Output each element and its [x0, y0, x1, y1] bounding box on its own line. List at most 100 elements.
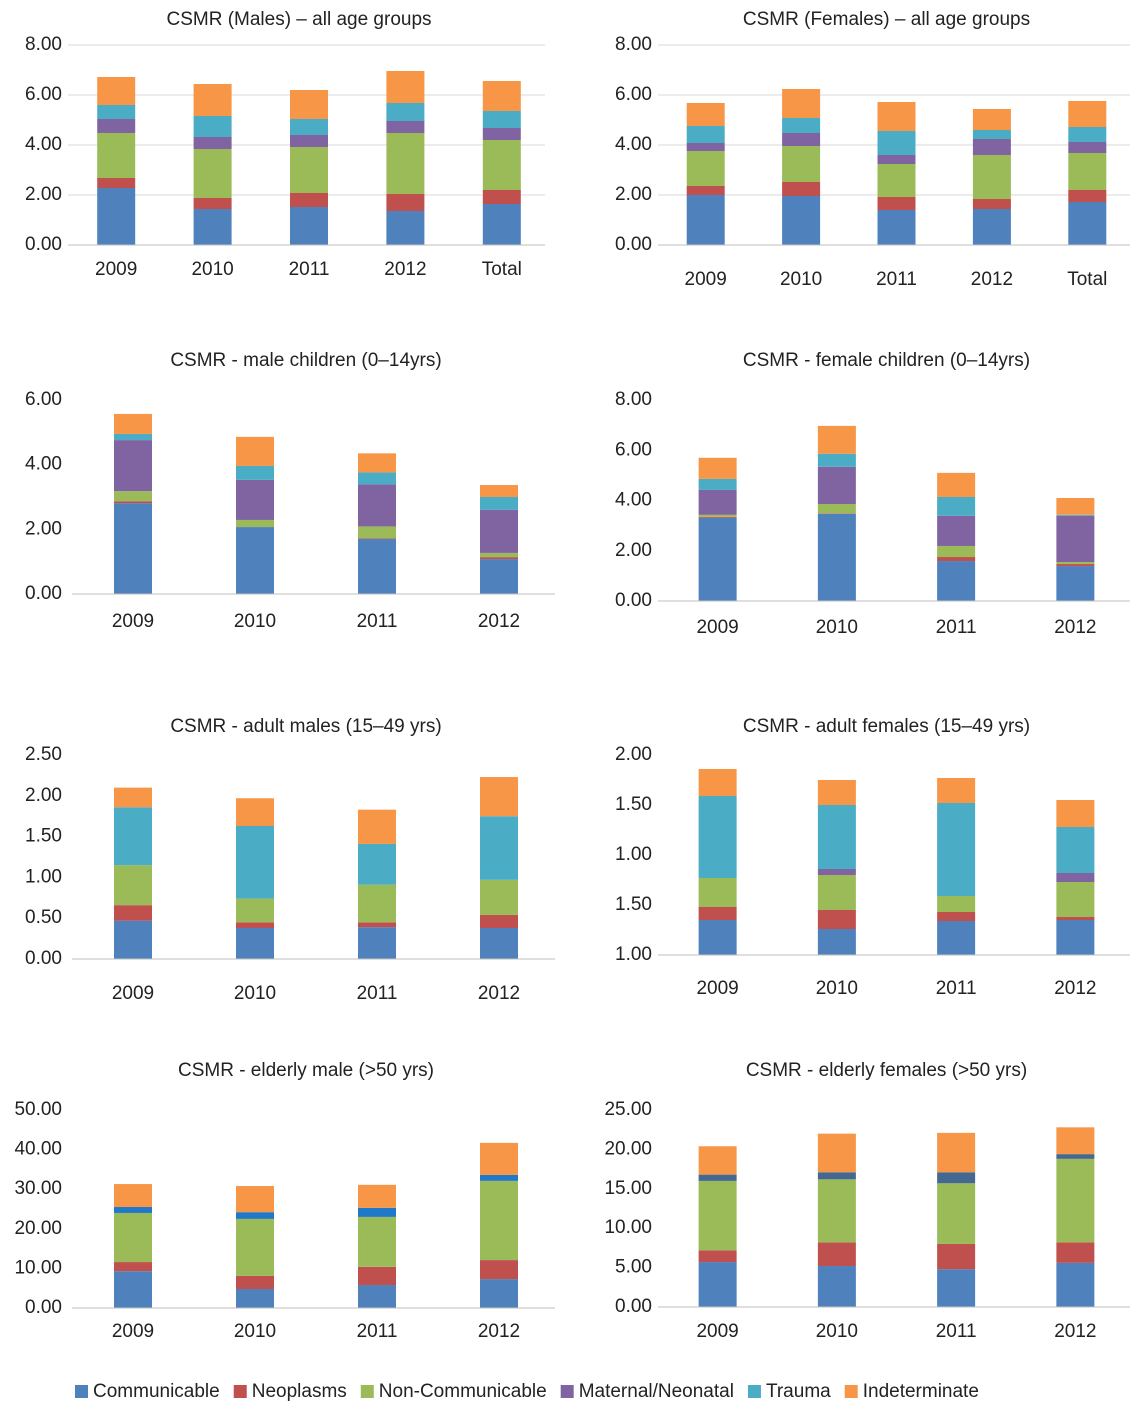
bar-segment — [114, 865, 152, 906]
bar-segment — [482, 111, 521, 128]
bar-segment — [817, 929, 856, 955]
bar-segment — [482, 81, 521, 111]
bar-segment — [236, 927, 274, 959]
bar-segment — [782, 182, 821, 196]
bar-segment — [972, 109, 1011, 130]
legend-label: Indeterminate — [863, 1381, 979, 1402]
bar-segment — [1056, 515, 1095, 563]
bar-segment — [358, 1266, 396, 1286]
bar-segment — [358, 884, 396, 923]
bar-segment — [480, 559, 518, 594]
bar-segment — [817, 780, 856, 805]
bar-segment — [358, 484, 396, 527]
y-tick-label: 2.00 — [25, 184, 62, 205]
bar-segment — [937, 912, 976, 921]
bar-segment — [114, 491, 152, 502]
bar-segment — [480, 509, 518, 553]
x-tick-label: 2012 — [478, 1321, 520, 1342]
y-tick-label: 2.00 — [25, 518, 62, 539]
x-tick-label: 2011 — [876, 269, 917, 290]
bar-segment — [817, 513, 856, 514]
bar-segment — [236, 1275, 274, 1289]
bar-segment — [1056, 1158, 1095, 1243]
bar-segment — [972, 130, 1011, 139]
y-tick-label: 30.00 — [14, 1178, 62, 1199]
bar-segment — [698, 878, 737, 907]
bar-segment — [1068, 202, 1107, 245]
bar-segment — [236, 1218, 274, 1276]
bar-segment — [817, 869, 856, 875]
y-tick-label: 1.50 — [615, 794, 652, 815]
bar-segment — [782, 196, 821, 245]
bar-segment — [480, 777, 518, 817]
bar-segment — [817, 1179, 856, 1243]
x-tick-label: 2011 — [357, 611, 398, 632]
bar-segment — [698, 769, 737, 796]
x-tick-label: 2011 — [936, 1321, 977, 1342]
bar-segment — [1056, 1154, 1095, 1159]
bar-segment — [937, 561, 976, 601]
x-tick-label: Total — [1067, 269, 1107, 290]
bar-segment — [817, 425, 856, 454]
x-tick-label: 2010 — [816, 978, 858, 999]
x-tick-label: 2009 — [95, 259, 137, 280]
bar-segment — [1056, 1262, 1095, 1307]
bar-segment — [817, 805, 856, 869]
bar-segment — [698, 517, 737, 601]
x-tick-label: 2009 — [112, 983, 154, 1004]
bar-segment — [937, 896, 976, 912]
x-tick-label: 2012 — [478, 611, 520, 632]
y-tick-label: 2.00 — [615, 744, 652, 765]
bar-segment — [1056, 562, 1095, 565]
y-tick-label: 40.00 — [14, 1139, 62, 1160]
y-tick-label: 4.00 — [25, 454, 62, 475]
bar-segment — [817, 1266, 856, 1307]
bar-segment — [114, 1207, 152, 1213]
chart-title: CSMR (Females) – all age groups — [743, 9, 1030, 30]
x-tick-label: 2010 — [816, 617, 858, 638]
bar-segment — [1056, 497, 1095, 515]
x-tick-label: 2012 — [971, 269, 1013, 290]
bar-segment — [114, 1212, 152, 1263]
bar-segment — [877, 155, 916, 164]
bar-segment — [358, 472, 396, 485]
bar-segment — [114, 440, 152, 492]
y-tick-label: 6.00 — [615, 439, 652, 460]
y-tick-label: 2.00 — [25, 785, 62, 806]
bar-segment — [1056, 920, 1095, 955]
y-tick-label: 0.00 — [25, 948, 62, 969]
bar-segment — [817, 910, 856, 929]
x-tick-label: 2009 — [696, 617, 738, 638]
bar-segment — [480, 914, 518, 928]
legend-swatch — [844, 1385, 858, 1398]
bar-segment — [1056, 564, 1095, 567]
x-tick-label: 2011 — [357, 1321, 398, 1342]
bar-segment — [1068, 190, 1107, 202]
y-tick-label: 1.50 — [615, 894, 652, 915]
y-tick-label: 6.00 — [25, 84, 62, 105]
bar-segment — [480, 552, 518, 558]
x-tick-label: 2009 — [112, 1321, 154, 1342]
bar-segment — [698, 457, 737, 479]
bar-segment — [290, 90, 328, 119]
bar-segment — [817, 513, 856, 601]
chart-title: CSMR - elderly females (>50 yrs) — [746, 1060, 1027, 1081]
bar-segment — [482, 204, 521, 245]
legend-label: Non-Communicable — [379, 1381, 547, 1402]
bar-segment — [937, 496, 976, 516]
bar-segment — [686, 126, 725, 143]
bar-segment — [236, 1186, 274, 1213]
bar-segment — [97, 119, 136, 133]
bar-segment — [937, 778, 976, 803]
legend-swatch — [75, 1385, 88, 1398]
x-tick-label: 2012 — [1054, 617, 1096, 638]
bar-segment — [937, 1183, 976, 1244]
x-tick-label: 2010 — [816, 1321, 858, 1342]
bar-segment — [97, 105, 136, 119]
chart-title: CSMR - adult males (15–49 yrs) — [170, 716, 441, 737]
x-tick-label: 2011 — [357, 983, 398, 1004]
legend-label: Communicable — [93, 1381, 220, 1402]
y-tick-label: 2.00 — [615, 540, 652, 561]
bar-segment — [1056, 873, 1095, 882]
bar-segment — [698, 1146, 737, 1175]
